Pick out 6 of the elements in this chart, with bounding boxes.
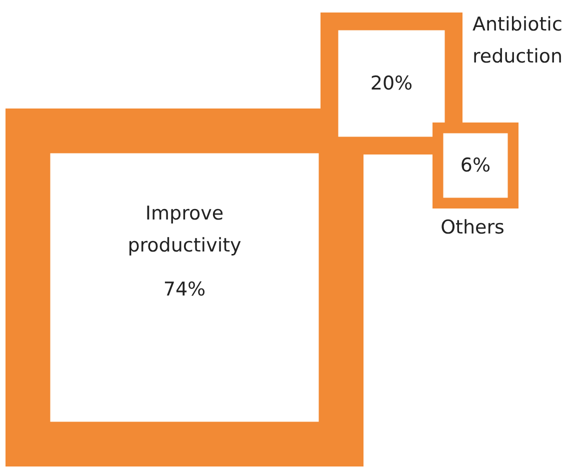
data-label: 20% [370, 72, 413, 94]
category-label: Antibiotic reduction [472, 14, 563, 68]
category-label: Improve productivity [128, 202, 242, 256]
category-label: Others [440, 216, 504, 238]
data-label: 74% [163, 278, 206, 300]
data-label: 6% [460, 154, 491, 176]
